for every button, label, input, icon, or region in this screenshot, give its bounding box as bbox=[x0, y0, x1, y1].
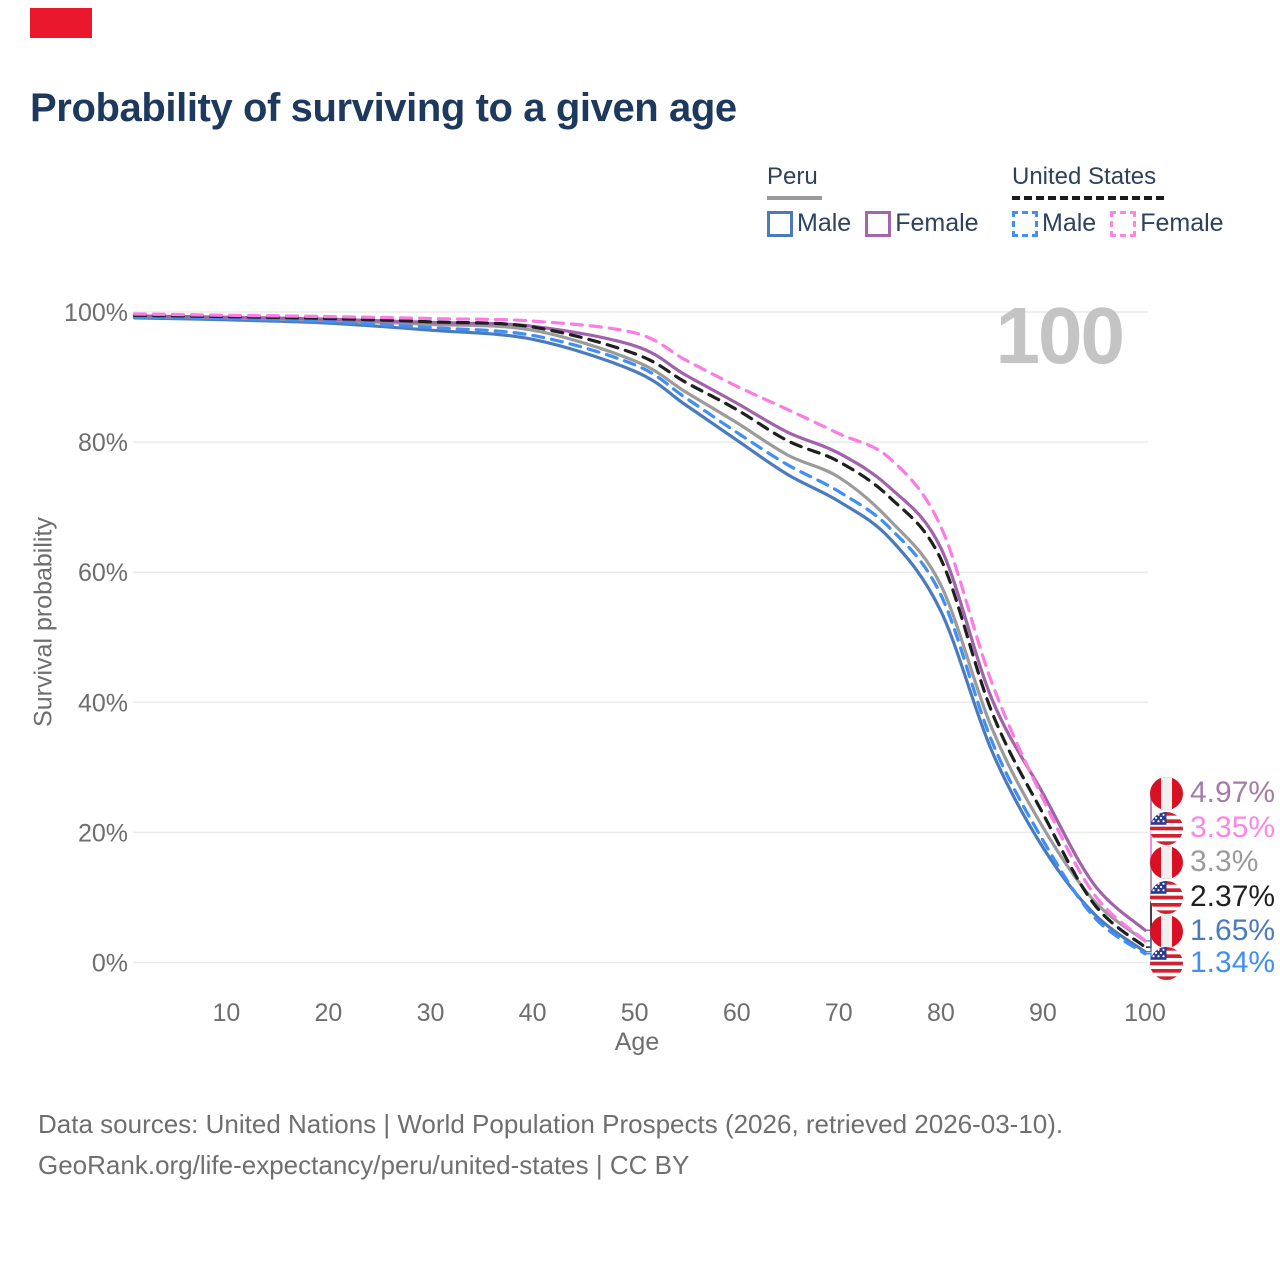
legend-underline-united-states-dashed bbox=[1012, 196, 1164, 200]
us-flag-icon bbox=[1150, 880, 1183, 914]
legend-swatch-us-male bbox=[1012, 210, 1038, 237]
end-label-value-us-female: 3.35% bbox=[1190, 811, 1276, 844]
legend-swatch-us-female bbox=[1110, 210, 1137, 237]
y-tick-label-0: 0% bbox=[92, 950, 128, 978]
x-tick-label-80: 80 bbox=[927, 999, 955, 1027]
end-label-us-male: 1.34% bbox=[1150, 946, 1275, 980]
legend-label-us-female: Female bbox=[1140, 209, 1224, 237]
legend-underline-peru-solid bbox=[767, 196, 822, 200]
y-tick-label-20: 20% bbox=[78, 819, 128, 847]
end-label-us-total: 2.37% bbox=[1150, 880, 1275, 914]
end-label-us-female: 3.35% bbox=[1150, 811, 1275, 845]
legend-item-peru-male[interactable]: Male bbox=[767, 209, 851, 238]
us-flag-icon bbox=[1150, 811, 1183, 845]
curve-us-total[interactable] bbox=[132, 313, 1147, 949]
legend-label-us-male: Male bbox=[1042, 209, 1097, 237]
curve-us-female[interactable] bbox=[132, 312, 1147, 943]
page-title: Probability of surviving to a given age bbox=[30, 86, 737, 130]
legend-item-peru-female[interactable]: Female bbox=[865, 209, 979, 238]
end-label-peru-male: 1.65% bbox=[1150, 914, 1275, 948]
x-tick-label-10: 10 bbox=[212, 999, 240, 1027]
y-tick-label-60: 60% bbox=[78, 559, 128, 587]
y-tick-label-40: 40% bbox=[78, 689, 128, 717]
x-tick-label-40: 40 bbox=[519, 999, 547, 1027]
end-label-value-us-total: 2.37% bbox=[1190, 880, 1276, 913]
curve-peru-female[interactable] bbox=[132, 314, 1147, 932]
x-tick-label-50: 50 bbox=[621, 999, 649, 1027]
peru-flag-icon bbox=[1150, 845, 1183, 879]
x-tick-label-30: 30 bbox=[417, 999, 445, 1027]
end-label-value-peru-female: 4.97% bbox=[1190, 776, 1276, 809]
us-flag-icon bbox=[1150, 946, 1183, 980]
end-label-value-peru-total: 3.3% bbox=[1190, 845, 1259, 878]
x-tick-label-70: 70 bbox=[825, 999, 853, 1027]
legend-group-united-states: United States Male Female bbox=[1012, 163, 1224, 238]
brand-logo bbox=[30, 8, 92, 38]
end-label-peru-female: 4.97% bbox=[1150, 776, 1275, 810]
end-label-value-peru-male: 1.65% bbox=[1190, 914, 1276, 947]
legend-group-title-united-states: United States bbox=[1012, 163, 1157, 190]
peru-flag-icon bbox=[1150, 776, 1183, 810]
peru-flag-icon bbox=[1150, 914, 1183, 948]
legend-item-us-male[interactable]: Male bbox=[1012, 209, 1096, 238]
end-label-peru-total: 3.3% bbox=[1150, 845, 1258, 879]
legend-label-peru-male: Male bbox=[797, 209, 852, 237]
y-tick-label-80: 80% bbox=[78, 429, 128, 457]
y-tick-label-100: 100% bbox=[64, 299, 128, 327]
legend-item-us-female[interactable]: Female bbox=[1110, 209, 1224, 238]
age-watermark: 100 bbox=[995, 291, 1125, 380]
x-tick-label-60: 60 bbox=[723, 999, 751, 1027]
legend-group-peru: Peru Male Female bbox=[767, 163, 979, 238]
curve-peru-total[interactable] bbox=[132, 315, 1147, 943]
legend-group-title-peru: Peru bbox=[767, 163, 818, 190]
legend-label-peru-female: Female bbox=[895, 209, 979, 237]
x-tick-label-100: 100 bbox=[1124, 999, 1166, 1027]
footer-attribution-link[interactable]: GeoRank.org/life-expectancy/peru/united-… bbox=[38, 1150, 690, 1180]
x-tick-label-20: 20 bbox=[315, 999, 343, 1027]
legend-items-peru: Male Female bbox=[767, 209, 979, 238]
curve-us-male[interactable] bbox=[132, 315, 1147, 956]
legend-swatch-peru-female bbox=[865, 210, 892, 237]
legend-items-united-states: Male Female bbox=[1012, 209, 1224, 238]
footer-data-sources: Data sources: United Nations | World Pop… bbox=[38, 1109, 1064, 1139]
x-axis-title: Age bbox=[614, 1028, 660, 1056]
y-axis-title: Survival probability bbox=[29, 517, 58, 727]
curve-peru-male[interactable] bbox=[132, 316, 1147, 954]
end-label-value-us-male: 1.34% bbox=[1190, 946, 1276, 979]
footer: Data sources: United Nations | World Pop… bbox=[38, 1104, 1063, 1186]
legend-swatch-peru-male bbox=[767, 210, 793, 237]
x-tick-label-90: 90 bbox=[1029, 999, 1057, 1027]
